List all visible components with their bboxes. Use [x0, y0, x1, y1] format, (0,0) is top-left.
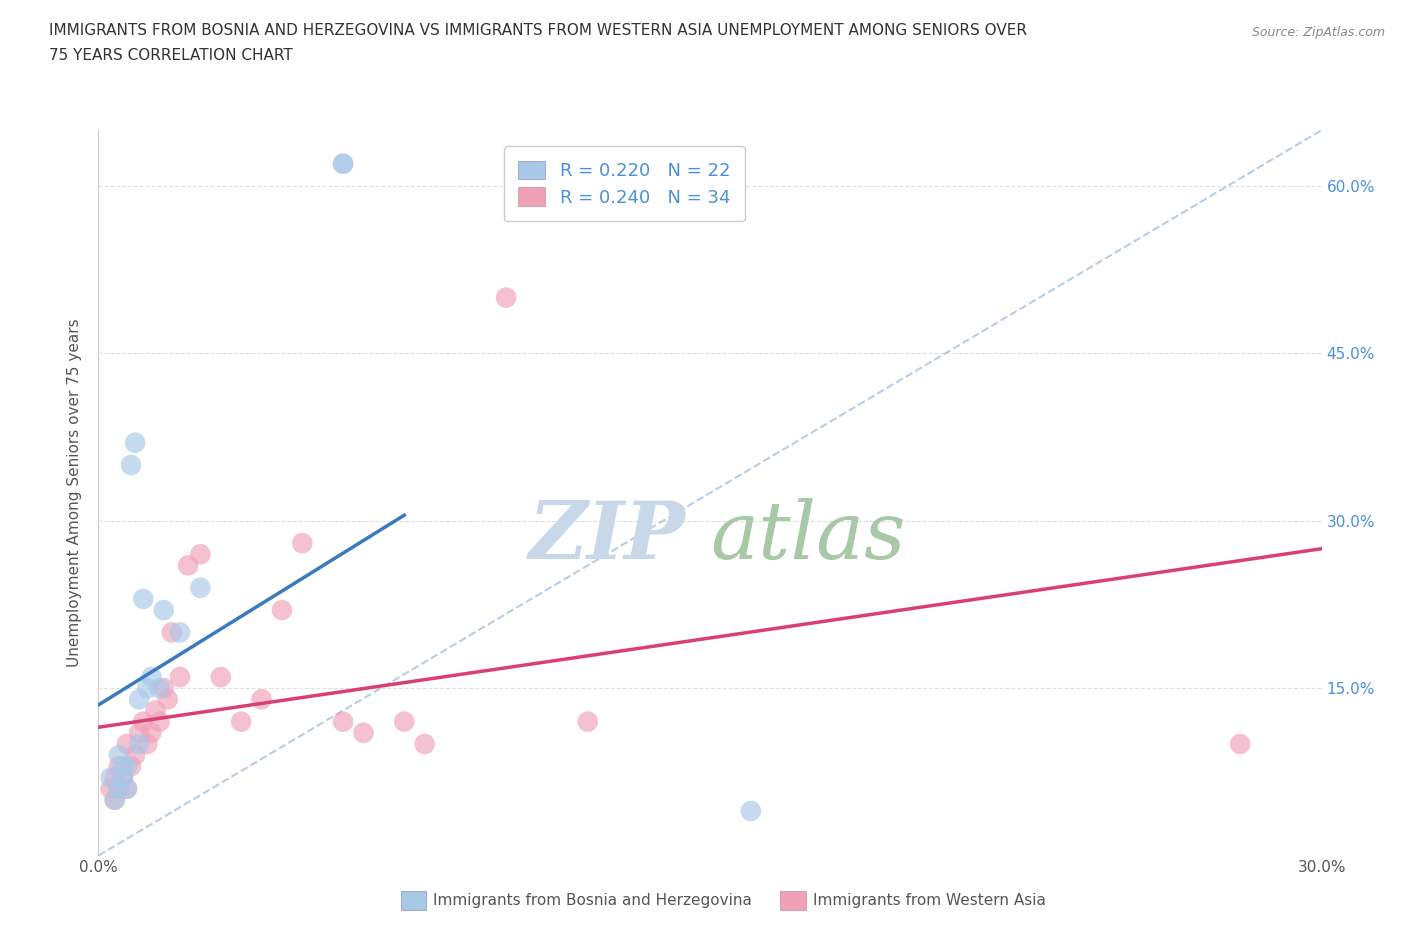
Point	[149, 714, 172, 729]
Point	[104, 792, 127, 807]
Text: Immigrants from Western Asia: Immigrants from Western Asia	[813, 893, 1046, 908]
Point	[291, 536, 314, 551]
Point	[100, 770, 122, 785]
Point	[104, 770, 127, 785]
Text: IMMIGRANTS FROM BOSNIA AND HERZEGOVINA VS IMMIGRANTS FROM WESTERN ASIA UNEMPLOYM: IMMIGRANTS FROM BOSNIA AND HERZEGOVINA V…	[49, 23, 1028, 38]
Point	[111, 770, 134, 785]
Point	[169, 670, 191, 684]
Point	[115, 781, 138, 796]
Point	[332, 714, 354, 729]
Point	[111, 759, 134, 774]
Point	[413, 737, 436, 751]
Point	[141, 725, 163, 740]
Point	[332, 156, 354, 171]
Point	[136, 681, 159, 696]
Point	[132, 714, 155, 729]
Point	[128, 737, 150, 751]
Point	[108, 759, 131, 774]
Point	[576, 714, 599, 729]
Text: 75 YEARS CORRELATION CHART: 75 YEARS CORRELATION CHART	[49, 48, 292, 63]
Point	[250, 692, 273, 707]
Point	[120, 458, 142, 472]
Point	[115, 737, 138, 751]
Point	[115, 759, 138, 774]
Point	[740, 804, 762, 818]
Point	[128, 725, 150, 740]
Point	[145, 703, 167, 718]
Point	[188, 547, 212, 562]
Y-axis label: Unemployment Among Seniors over 75 years: Unemployment Among Seniors over 75 years	[67, 319, 83, 667]
Point	[111, 770, 134, 785]
Point	[115, 781, 138, 796]
Point	[169, 625, 191, 640]
Point	[108, 781, 131, 796]
Point	[108, 748, 131, 763]
Point	[188, 580, 212, 595]
Point	[100, 781, 122, 796]
Text: Immigrants from Bosnia and Herzegovina: Immigrants from Bosnia and Herzegovina	[433, 893, 752, 908]
Point	[1229, 737, 1251, 751]
Point	[209, 670, 232, 684]
Point	[392, 714, 416, 729]
Point	[160, 625, 183, 640]
Point	[104, 792, 127, 807]
Text: atlas: atlas	[710, 498, 905, 575]
Point	[149, 681, 172, 696]
Point	[132, 591, 155, 606]
Point	[120, 759, 142, 774]
Point	[124, 748, 146, 763]
Point	[495, 290, 517, 305]
Legend: R = 0.220   N = 22, R = 0.240   N = 34: R = 0.220 N = 22, R = 0.240 N = 34	[503, 147, 745, 221]
Point	[270, 603, 294, 618]
Point	[108, 781, 131, 796]
Text: ZIP: ZIP	[529, 498, 686, 575]
Text: Source: ZipAtlas.com: Source: ZipAtlas.com	[1251, 26, 1385, 39]
Point	[152, 603, 174, 618]
Point	[231, 714, 253, 729]
Point	[124, 435, 146, 450]
Point	[141, 670, 163, 684]
Point	[177, 558, 200, 573]
Point	[128, 692, 150, 707]
Point	[152, 681, 174, 696]
Point	[352, 725, 374, 740]
Point	[332, 156, 354, 171]
Point	[156, 692, 179, 707]
Point	[136, 737, 159, 751]
